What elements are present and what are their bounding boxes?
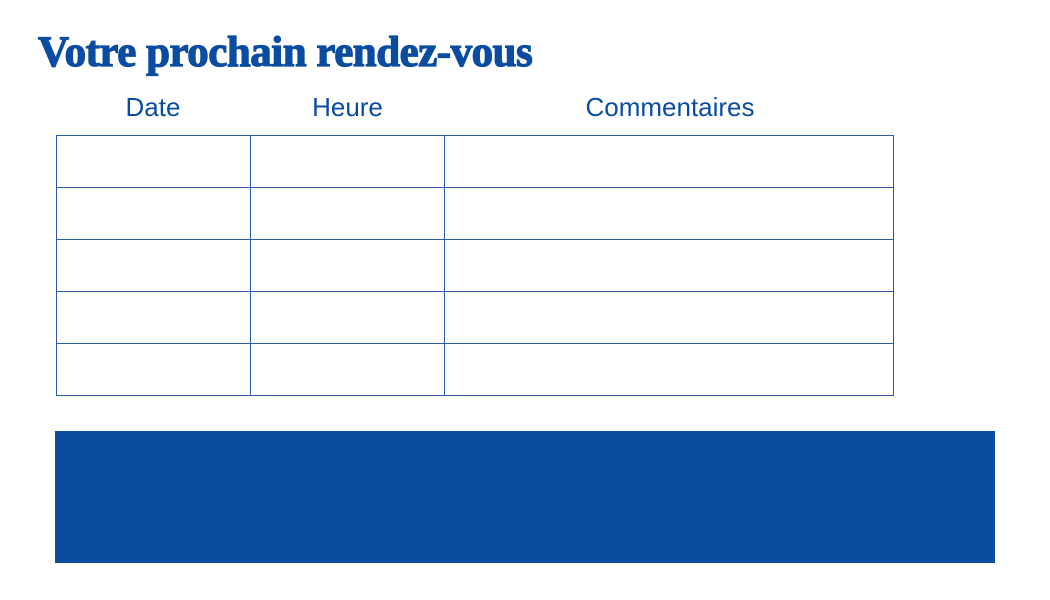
table-row (56, 187, 894, 240)
date-cell[interactable] (56, 343, 251, 396)
time-cell[interactable] (250, 291, 445, 344)
page-title: Votre prochain rendez-vous (37, 28, 533, 76)
column-header-time: Heure (312, 92, 383, 122)
footer-band (55, 431, 995, 563)
table-row (56, 343, 894, 396)
table-row (56, 291, 894, 344)
table-row (56, 135, 894, 188)
column-header-comments: Commentaires (585, 92, 755, 122)
comments-cell[interactable] (444, 187, 894, 240)
date-cell[interactable] (56, 291, 251, 344)
appointment-table (56, 135, 894, 396)
column-header-date: Date (125, 92, 181, 122)
comments-cell[interactable] (444, 135, 894, 188)
comments-cell[interactable] (444, 343, 894, 396)
comments-cell[interactable] (444, 239, 894, 292)
table-row (56, 239, 894, 292)
date-cell[interactable] (56, 239, 251, 292)
date-cell[interactable] (56, 187, 251, 240)
date-cell[interactable] (56, 135, 251, 188)
comments-cell[interactable] (444, 291, 894, 344)
time-cell[interactable] (250, 135, 445, 188)
time-cell[interactable] (250, 239, 445, 292)
time-cell[interactable] (250, 187, 445, 240)
time-cell[interactable] (250, 343, 445, 396)
